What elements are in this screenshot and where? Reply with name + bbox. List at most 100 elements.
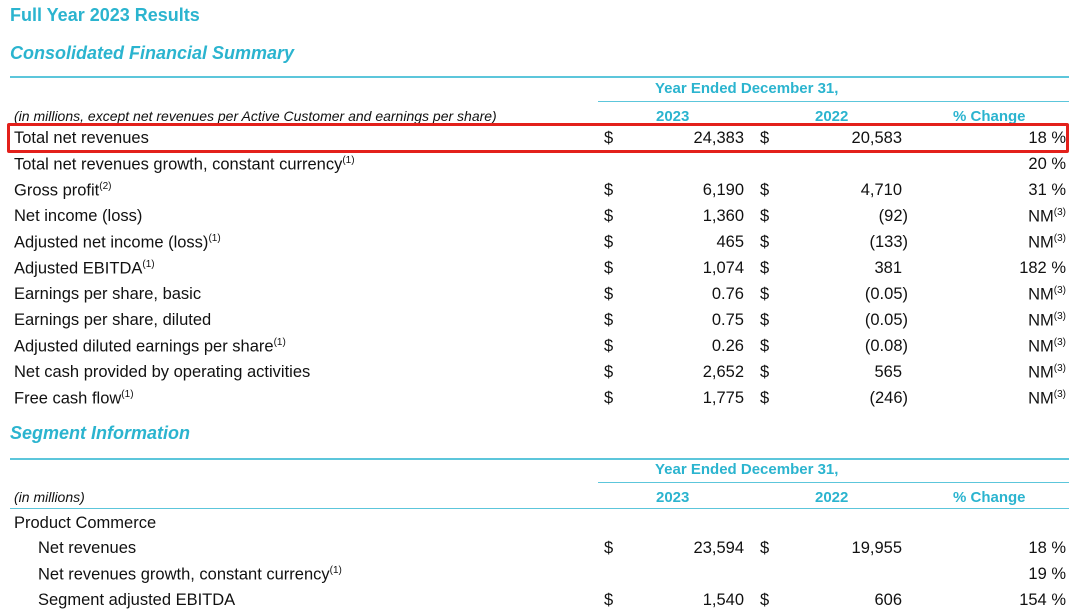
currency-2023: $ [604, 233, 614, 251]
currency-2022: $ [760, 207, 770, 225]
row-label: Total net revenues growth, constant curr… [14, 155, 355, 174]
segment-period-rule [598, 482, 1069, 483]
value-2022: (92) [878, 207, 908, 225]
footnote-ref: (3) [1053, 207, 1066, 218]
row-label: Total net revenues [14, 129, 149, 147]
percent-change: 154 % [1019, 591, 1066, 609]
summary-top-rule [10, 76, 1069, 78]
value-2022: (0.08) [864, 337, 908, 355]
highlight-box [7, 123, 1069, 153]
value-2022: 19,955 [851, 539, 902, 557]
value-2022: (246) [869, 389, 908, 407]
summary-period-rule [598, 101, 1069, 102]
value-2022: 606 [874, 591, 902, 609]
currency-2022: $ [760, 591, 770, 609]
currency-2023: $ [604, 181, 614, 199]
percent-change: NM(3) [1028, 207, 1066, 226]
footnote-ref: (3) [1053, 389, 1066, 400]
row-label: Net income (loss) [14, 207, 143, 225]
footnote-ref: (2) [99, 181, 112, 192]
value-2023: 6,190 [702, 181, 744, 199]
percent-change: NM(3) [1028, 337, 1066, 356]
currency-2022: $ [760, 259, 770, 277]
currency-2022: $ [760, 363, 770, 381]
currency-2022: $ [760, 285, 770, 303]
segment-heading: Segment Information [10, 423, 191, 443]
footnote-ref: (1) [329, 565, 342, 576]
row-label: Free cash flow(1) [14, 389, 134, 408]
currency-2023: $ [604, 363, 614, 381]
percent-change: NM(3) [1028, 363, 1066, 382]
value-2023: 2,652 [702, 363, 744, 381]
segment-top-rule [10, 458, 1069, 460]
row-label: Gross profit(2) [14, 181, 112, 200]
value-2022: 565 [874, 363, 902, 381]
footnote-ref: (1) [121, 389, 134, 400]
summary-period-header: Year Ended December 31, [655, 80, 839, 97]
value-2023: 0.76 [711, 285, 744, 303]
segment-header-rule [10, 508, 1069, 509]
currency-2023: $ [604, 539, 614, 557]
summary-col-change: % Change [953, 108, 1026, 125]
currency-2023: $ [604, 591, 614, 609]
currency-2023: $ [604, 389, 614, 407]
segment-units-note: (in millions) [14, 489, 85, 505]
row-label: Net revenues growth, constant currency(1… [38, 565, 342, 584]
value-2022: 381 [874, 259, 902, 277]
percent-change: NM(3) [1028, 285, 1066, 304]
summary-heading: Consolidated Financial Summary [10, 43, 295, 63]
summary-col-2022: 2022 [815, 108, 849, 125]
percent-change: 19 % [1028, 565, 1066, 583]
page-title: Full Year 2023 Results [10, 5, 200, 25]
segment-period-header: Year Ended December 31, [655, 461, 839, 478]
row-label: Earnings per share, basic [14, 285, 202, 303]
footnote-ref: (3) [1053, 285, 1066, 296]
value-2022: (0.05) [864, 285, 908, 303]
footnote-ref: (3) [1053, 311, 1066, 322]
percent-change: NM(3) [1028, 389, 1066, 408]
currency-2022: $ [760, 311, 770, 329]
row-label: Adjusted EBITDA(1) [14, 259, 155, 278]
currency-2022: $ [760, 233, 770, 251]
percent-change: 18 % [1028, 129, 1066, 147]
segment-col-2022: 2022 [815, 489, 849, 506]
currency-2022: $ [760, 181, 770, 199]
value-2022: (133) [869, 233, 908, 251]
value-2023: 1,360 [702, 207, 744, 225]
value-2023: 1,775 [702, 389, 744, 407]
value-2023: 0.26 [711, 337, 744, 355]
row-label: Adjusted diluted earnings per share(1) [14, 337, 286, 356]
currency-2022: $ [760, 337, 770, 355]
currency-2022: $ [760, 389, 770, 407]
value-2022: 20,583 [851, 129, 902, 147]
currency-2023: $ [604, 311, 614, 329]
footnote-ref: (1) [342, 155, 355, 166]
currency-2022: $ [760, 539, 770, 557]
value-2023: 24,383 [693, 129, 744, 147]
footnote-ref: (3) [1053, 337, 1066, 348]
summary-col-2023: 2023 [656, 108, 690, 125]
percent-change: NM(3) [1028, 233, 1066, 252]
currency-2023: $ [604, 207, 614, 225]
percent-change: 18 % [1028, 539, 1066, 557]
row-label: Adjusted net income (loss)(1) [14, 233, 221, 252]
row-label: Earnings per share, diluted [14, 311, 212, 329]
currency-2023: $ [604, 259, 614, 277]
segment-group-label: Product Commerce [14, 514, 157, 532]
percent-change: 20 % [1028, 155, 1066, 173]
footnote-ref: (1) [142, 259, 155, 270]
currency-2022: $ [760, 129, 770, 147]
footnote-ref: (3) [1053, 233, 1066, 244]
footnote-ref: (1) [273, 337, 286, 348]
percent-change: NM(3) [1028, 311, 1066, 330]
currency-2023: $ [604, 337, 614, 355]
value-2023: 465 [716, 233, 744, 251]
segment-col-change: % Change [953, 489, 1026, 506]
value-2022: (0.05) [864, 311, 908, 329]
value-2023: 0.75 [711, 311, 744, 329]
row-label: Net revenues [38, 539, 137, 557]
row-label: Segment adjusted EBITDA [38, 591, 236, 609]
value-2023: 1,074 [702, 259, 744, 277]
percent-change: 182 % [1019, 259, 1066, 277]
percent-change: 31 % [1028, 181, 1066, 199]
